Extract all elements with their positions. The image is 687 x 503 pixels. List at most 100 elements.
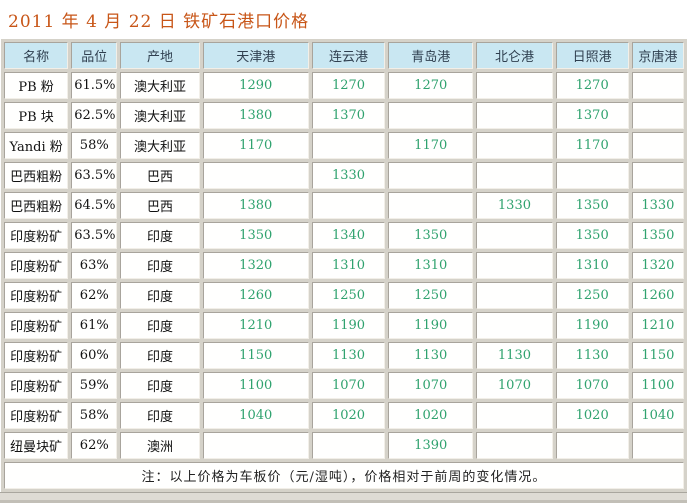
price-cell-lianyungang: 1130 <box>311 342 386 369</box>
price-cell-qingdao <box>388 102 474 129</box>
price-cell-qingdao <box>388 192 474 219</box>
origin-cell: 印度 <box>120 282 200 309</box>
price-cell-lianyungang: 1330 <box>311 162 386 189</box>
price-table: 名称 品位 产地 天津港 连云港 青岛港 北仑港 日照港 京唐港 PB 粉 61.5% 澳大利亚 12… <box>0 38 687 492</box>
grade-cell: 58% <box>71 402 118 429</box>
table-row: 印度粉矿 58% 印度 1040 1020 1020 1020 1040 <box>4 402 684 429</box>
name-cell: 印度粉矿 <box>4 342 69 369</box>
origin-cell: 印度 <box>120 342 200 369</box>
grade-cell: 63% <box>71 252 118 279</box>
price-cell-jingtang: 1330 <box>631 192 684 219</box>
table-row: 印度粉矿 63% 印度 1320 1310 1310 1310 1320 <box>4 252 684 279</box>
price-cell-qingdao: 1270 <box>388 72 474 99</box>
price-cell-jingtang: 1210 <box>631 312 684 339</box>
grade-cell: 60% <box>71 342 118 369</box>
column-header-origin: 产地 <box>120 42 200 69</box>
price-cell-rizhao: 1190 <box>555 312 629 339</box>
price-cell-jingtang: 1150 <box>631 342 684 369</box>
price-cell-lianyungang: 1250 <box>311 282 386 309</box>
origin-cell: 印度 <box>120 402 200 429</box>
price-cell-tianjin <box>202 432 309 459</box>
origin-cell: 印度 <box>120 372 200 399</box>
name-cell: PB 粉 <box>4 72 69 99</box>
origin-cell: 印度 <box>120 312 200 339</box>
name-cell: 印度粉矿 <box>4 252 69 279</box>
price-cell-beilun <box>476 132 553 159</box>
table-row: 印度粉矿 62% 印度 1260 1250 1250 1250 1260 <box>4 282 684 309</box>
name-cell: 印度粉矿 <box>4 312 69 339</box>
column-header-qingdao: 青岛港 <box>388 42 474 69</box>
column-header-beilun: 北仑港 <box>476 42 553 69</box>
price-cell-tianjin: 1320 <box>202 252 309 279</box>
price-cell-tianjin: 1170 <box>202 132 309 159</box>
bottom-strip-line <box>0 492 687 493</box>
table-row: PB 块 62.5% 澳大利亚 1380 1370 1370 <box>4 102 684 129</box>
price-cell-jingtang: 1350 <box>631 222 684 249</box>
price-cell-lianyungang <box>311 192 386 219</box>
price-cell-rizhao: 1250 <box>555 282 629 309</box>
bottom-strip <box>0 492 687 503</box>
price-cell-lianyungang: 1020 <box>311 402 386 429</box>
name-cell: 印度粉矿 <box>4 222 69 249</box>
price-cell-qingdao: 1390 <box>388 432 474 459</box>
grade-cell: 62.5% <box>71 102 118 129</box>
price-cell-tianjin: 1290 <box>202 72 309 99</box>
bottom-strip-light-band <box>0 493 687 500</box>
price-cell-jingtang <box>631 72 684 99</box>
table-row: 印度粉矿 63.5% 印度 1350 1340 1350 1350 1350 <box>4 222 684 249</box>
price-cell-rizhao: 1070 <box>555 372 629 399</box>
origin-cell: 澳洲 <box>120 432 200 459</box>
price-cell-tianjin: 1380 <box>202 192 309 219</box>
name-cell: 印度粉矿 <box>4 282 69 309</box>
price-cell-jingtang <box>631 132 684 159</box>
price-cell-qingdao: 1350 <box>388 222 474 249</box>
price-cell-rizhao <box>555 162 629 189</box>
origin-cell: 澳大利亚 <box>120 132 200 159</box>
price-cell-qingdao: 1170 <box>388 132 474 159</box>
price-cell-lianyungang: 1370 <box>311 102 386 129</box>
price-cell-qingdao: 1310 <box>388 252 474 279</box>
price-cell-jingtang: 1040 <box>631 402 684 429</box>
price-cell-beilun <box>476 72 553 99</box>
origin-cell: 印度 <box>120 252 200 279</box>
origin-cell: 印度 <box>120 222 200 249</box>
origin-cell: 巴西 <box>120 162 200 189</box>
price-cell-qingdao: 1250 <box>388 282 474 309</box>
origin-cell: 澳大利亚 <box>120 102 200 129</box>
table-row: 巴西粗粉 64.5% 巴西 1380 1330 1350 1330 <box>4 192 684 219</box>
note-row: 注：以上价格为车板价（元/湿吨），价格相对于前周的变化情况。 <box>4 462 684 489</box>
price-cell-beilun <box>476 432 553 459</box>
price-cell-rizhao: 1020 <box>555 402 629 429</box>
name-cell: 巴西粗粉 <box>4 162 69 189</box>
column-header-rizhao: 日照港 <box>555 42 629 69</box>
grade-cell: 63.5% <box>71 162 118 189</box>
grade-cell: 58% <box>71 132 118 159</box>
price-cell-tianjin: 1260 <box>202 282 309 309</box>
price-cell-beilun: 1130 <box>476 342 553 369</box>
price-cell-qingdao: 1190 <box>388 312 474 339</box>
price-cell-rizhao: 1130 <box>555 342 629 369</box>
header-row: 名称 品位 产地 天津港 连云港 青岛港 北仑港 日照港 京唐港 <box>4 42 684 69</box>
bottom-strip-dark-band <box>0 500 687 503</box>
grade-cell: 61% <box>71 312 118 339</box>
price-cell-rizhao: 1270 <box>555 72 629 99</box>
price-cell-jingtang: 1320 <box>631 252 684 279</box>
price-cell-beilun: 1070 <box>476 372 553 399</box>
price-cell-lianyungang: 1190 <box>311 312 386 339</box>
price-cell-jingtang: 1260 <box>631 282 684 309</box>
price-cell-jingtang: 1100 <box>631 372 684 399</box>
price-cell-lianyungang: 1270 <box>311 72 386 99</box>
name-cell: Yandi 粉 <box>4 132 69 159</box>
price-cell-lianyungang: 1340 <box>311 222 386 249</box>
price-cell-qingdao: 1070 <box>388 372 474 399</box>
price-cell-tianjin: 1100 <box>202 372 309 399</box>
price-cell-lianyungang <box>311 432 386 459</box>
table-row: 巴西粗粉 63.5% 巴西 1330 <box>4 162 684 189</box>
name-cell: 巴西粗粉 <box>4 192 69 219</box>
price-cell-qingdao: 1020 <box>388 402 474 429</box>
price-cell-tianjin: 1040 <box>202 402 309 429</box>
table-row: 印度粉矿 60% 印度 1150 1130 1130 1130 1130 1150 <box>4 342 684 369</box>
table-row: 纽曼块矿 62% 澳洲 1390 <box>4 432 684 459</box>
grade-cell: 63.5% <box>71 222 118 249</box>
